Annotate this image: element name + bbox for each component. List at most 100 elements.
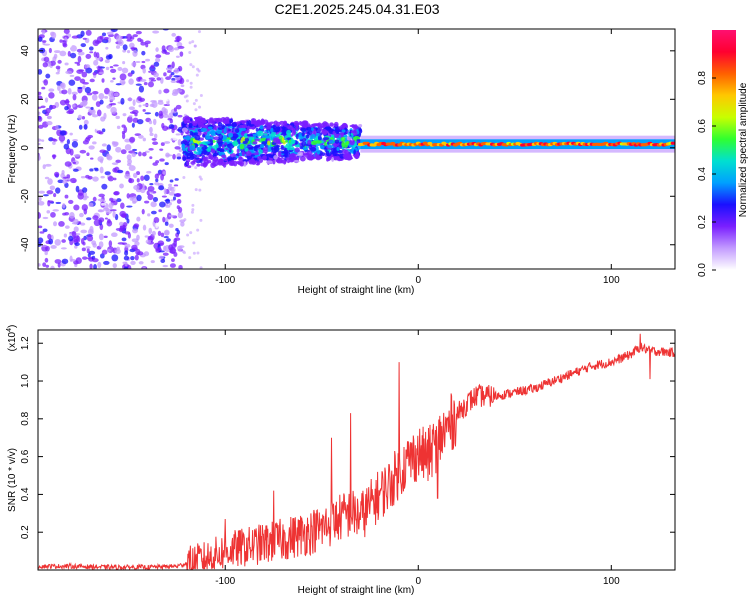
heatmap-cell — [129, 136, 136, 143]
heatmap-cell — [83, 119, 89, 126]
heatmap-cell — [173, 251, 178, 257]
heatmap-cell — [79, 149, 87, 154]
heatmap-cell — [351, 147, 355, 151]
heatmap-cell — [192, 241, 196, 245]
heatmap-cell — [138, 104, 142, 108]
heatmap-cell — [319, 144, 325, 150]
heatmap-cell — [99, 99, 104, 105]
heatmap-cell — [89, 51, 94, 54]
heatmap-cell — [670, 141, 675, 145]
heatmap-cell — [69, 148, 74, 156]
heatmap-cell — [97, 156, 104, 162]
heatmap-cell — [49, 185, 56, 191]
heatmap-cell — [163, 141, 171, 144]
heatmap-cell — [147, 193, 154, 201]
heatmap-cell — [41, 139, 45, 142]
heatmap-cell — [194, 166, 198, 170]
heatmap-cell — [265, 122, 272, 128]
heatmap-cell — [108, 90, 115, 98]
heatmap-cell — [181, 127, 188, 133]
heatmap-cell — [81, 71, 88, 78]
heatmap-cell — [73, 218, 79, 225]
heatmap-cell — [165, 204, 171, 208]
heatmap-cell — [106, 144, 111, 152]
heatmap-cell — [98, 217, 105, 223]
heatmap-cell — [88, 46, 94, 51]
heatmap-cell — [186, 161, 190, 166]
heatmap-cell — [52, 209, 59, 212]
heatmap-cell — [131, 61, 137, 67]
heatmap-region — [357, 135, 675, 153]
heatmap-cell — [173, 107, 177, 112]
heatmap-cell — [90, 106, 94, 110]
heatmap-cell — [315, 132, 320, 137]
heatmap-cell — [254, 138, 261, 142]
heatmap-cell — [132, 50, 138, 57]
heatmap-cell — [271, 147, 278, 154]
heatmap-cell — [86, 217, 92, 221]
heatmap-cell — [78, 124, 83, 130]
heatmap-cell — [273, 120, 278, 126]
heatmap-cell — [80, 43, 87, 48]
heatmap-cell — [168, 223, 174, 228]
heatmap-cell — [225, 123, 233, 127]
heatmap-cell — [126, 218, 130, 224]
snr-multiplier: (x104) — [6, 325, 18, 352]
heatmap-cell — [42, 62, 48, 68]
heatmap-cell — [191, 65, 195, 69]
heatmap-cell — [108, 240, 113, 248]
heatmap-cell — [217, 121, 223, 127]
heatmap-cell — [44, 163, 52, 167]
heatmap-cell — [288, 126, 294, 130]
heatmap-cell — [83, 124, 88, 130]
heatmap-cell — [96, 109, 102, 117]
heatmap-cell — [358, 123, 363, 128]
heatmap-cell — [340, 136, 346, 142]
heatmap-cell — [71, 230, 77, 238]
heatmap-cell — [143, 174, 150, 181]
heatmap-cell — [82, 187, 88, 193]
heatmap-cell — [156, 77, 162, 81]
heatmap-cell — [226, 118, 230, 124]
heatmap-cell — [338, 150, 343, 154]
heatmap-cell — [38, 200, 45, 206]
heatmap-cell — [118, 221, 124, 226]
heatmap-cell — [327, 144, 333, 149]
heatmap-cell — [204, 131, 208, 135]
heatmap-cell — [89, 225, 94, 233]
heatmap-cell — [188, 41, 192, 45]
heatmap-cell — [134, 241, 140, 246]
heatmap-cell — [183, 95, 187, 99]
heatmap-cell — [334, 139, 340, 144]
y-tick-label: 40 — [20, 45, 31, 57]
heatmap-cell — [248, 123, 254, 127]
heatmap-cell — [38, 116, 43, 122]
heatmap-cell — [111, 232, 118, 238]
spectrogram-heatmap — [38, 29, 675, 269]
heatmap-cell — [133, 185, 140, 191]
heatmap-cell — [165, 67, 170, 71]
heatmap-cell — [130, 260, 136, 265]
heatmap-cell — [243, 133, 249, 139]
heatmap-cell — [78, 69, 85, 72]
heatmap-cell — [124, 138, 131, 143]
heatmap-cell — [295, 133, 299, 140]
heatmap-cell — [334, 153, 340, 157]
heatmap-cell — [195, 157, 200, 160]
heatmap-cell — [84, 86, 92, 94]
heatmap-cell — [191, 208, 195, 212]
heatmap-cell — [128, 178, 135, 184]
heatmap-cell — [55, 124, 59, 131]
heatmap-cell — [38, 142, 41, 146]
heatmap-cell — [126, 154, 132, 161]
heatmap-cell — [127, 264, 132, 269]
heatmap-cell — [54, 259, 62, 264]
heatmap-cell — [92, 91, 99, 95]
heatmap-cell — [131, 122, 135, 128]
heatmap-cell — [72, 138, 78, 142]
heatmap-cell — [126, 33, 132, 41]
heatmap-cell — [97, 198, 104, 202]
heatmap-cell — [142, 266, 146, 269]
heatmap-cell — [155, 47, 159, 53]
heatmap-cell — [175, 133, 181, 136]
